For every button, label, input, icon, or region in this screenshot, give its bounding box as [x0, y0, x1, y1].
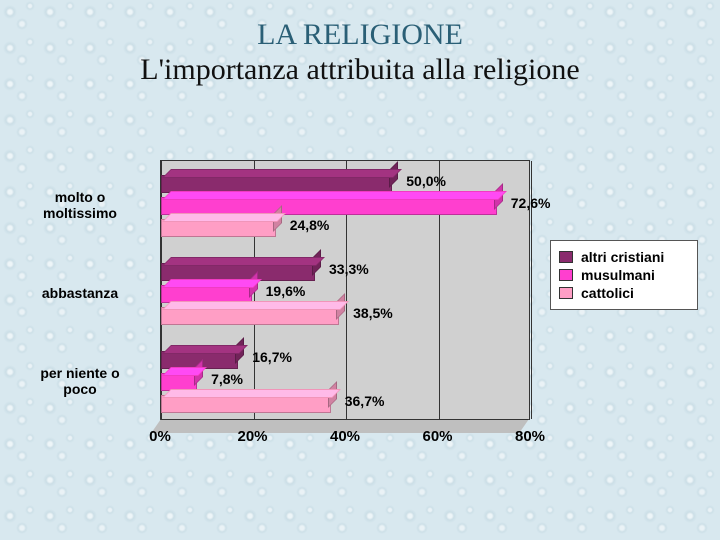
chart-bar	[161, 307, 339, 325]
title-line-2: L'importanza attribuita alla religione	[0, 53, 720, 88]
x-axis-tick: 0%	[149, 428, 171, 445]
x-axis-tick: 20%	[237, 428, 267, 445]
legend-swatch	[559, 287, 573, 299]
legend-item: cattolici	[559, 285, 689, 301]
legend-swatch	[559, 269, 573, 281]
x-axis-tick: 60%	[422, 428, 452, 445]
title-block: LA RELIGIONE L'importanza attribuita all…	[0, 0, 720, 87]
title-line-1: LA RELIGIONE	[0, 18, 720, 53]
legend-label: cattolici	[581, 285, 634, 301]
chart: molto omoltissimoabbastanzaper niente op…	[60, 160, 680, 460]
legend-item: altri cristiani	[559, 249, 689, 265]
chart-bar-value-label: 38,5%	[353, 305, 393, 321]
x-axis-ticks: 0%20%40%60%80%	[160, 428, 530, 458]
chart-bar-value-label: 50,0%	[406, 173, 446, 189]
y-axis-category-labels: molto omoltissimo abbastanza per niente op…	[10, 160, 150, 420]
chart-bar-value-label: 7,8%	[211, 371, 243, 387]
chart-bar-value-label: 36,7%	[345, 393, 385, 409]
y-axis-label: per niente opoco	[10, 365, 150, 397]
x-axis-tick: 80%	[515, 428, 545, 445]
legend-item: musulmani	[559, 267, 689, 283]
chart-plot-area: 50,0%72,6%24,8%33,3%19,6%38,5%16,7%7,8%3…	[160, 160, 530, 420]
chart-bar	[161, 219, 276, 237]
chart-bar-value-label: 33,3%	[329, 261, 369, 277]
chart-bar-value-label: 72,6%	[511, 195, 551, 211]
x-axis-tick: 40%	[330, 428, 360, 445]
chart-bar-value-label: 19,6%	[266, 283, 306, 299]
chart-bar-value-label: 24,8%	[290, 217, 330, 233]
chart-legend: altri cristiani musulmani cattolici	[550, 240, 698, 310]
y-axis-label: molto omoltissimo	[10, 189, 150, 221]
legend-swatch	[559, 251, 573, 263]
legend-label: altri cristiani	[581, 249, 664, 265]
chart-bar-value-label: 16,7%	[252, 349, 292, 365]
legend-label: musulmani	[581, 267, 655, 283]
y-axis-label: abbastanza	[10, 285, 150, 301]
chart-bar	[161, 395, 331, 413]
